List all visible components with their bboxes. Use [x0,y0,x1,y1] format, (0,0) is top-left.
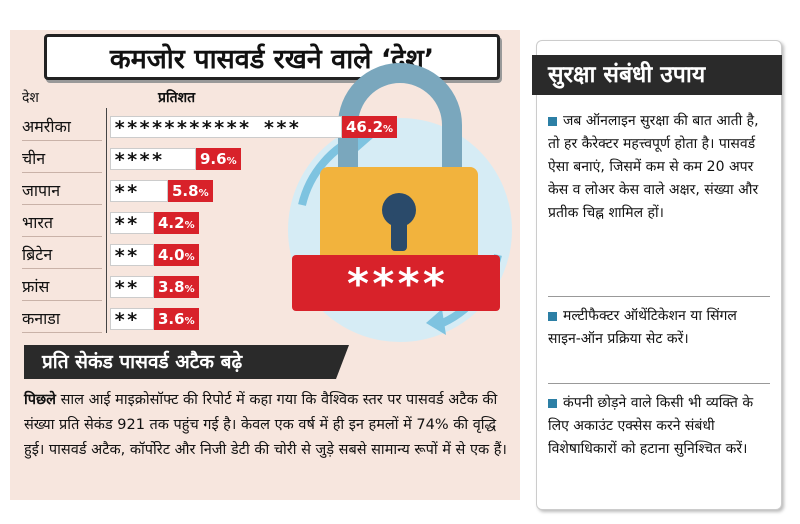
percent-badge: 3.8% [154,276,199,298]
country-name: भारत [22,210,102,237]
percent-value: 5.8 [172,182,199,200]
percent-badge: 46.2% [342,116,398,138]
percent-badge: 4.0% [154,244,199,266]
country-name: अमरीका [22,114,102,141]
percent-unit: % [184,220,195,231]
percent-value: 4.0 [158,246,185,264]
security-tip-1: जब ऑनलाइन सुरक्षा की बात आती है, तो हर क… [548,113,759,221]
square-bullet-icon [548,311,557,321]
padlock-icon: **** [288,63,512,342]
tip-divider [548,296,770,297]
column-header-country: देश [22,90,39,106]
table-row: कनाडा ** 3.6% [22,306,512,334]
password-stars-bar: ** [110,212,154,234]
percent-unit: % [184,252,195,263]
password-stars-bar: **** [110,148,196,170]
column-header-percent: प्रतिशत [158,90,196,106]
table-row: अमरीका *********** *** 46.2% [22,114,512,142]
security-tip-3: कंपनी छोड़ने वाले किसी भी व्यक्ति के लिए… [548,395,754,457]
country-name: फ्रांस [22,274,102,301]
percent-value: 46.2 [346,118,384,136]
percent-value: 3.8 [158,278,185,296]
percent-badge: 3.6% [154,308,199,330]
table-divider [106,108,107,333]
attack-heading: प्रति सेकंड पासवर्ड अटैक बढ़े [24,345,349,379]
percent-unit: % [226,156,237,167]
table-row: ब्रिटेन ** 4.0% [22,242,512,270]
password-stars-bar: ** [110,308,154,330]
attack-text: साल आई माइक्रोसॉफ्ट की रिपोर्ट में कहा ग… [24,392,507,458]
password-stars-bar: ** [110,180,168,202]
square-bullet-icon [548,398,557,408]
tip-divider [548,383,770,384]
percent-badge: 9.6% [196,148,241,170]
percent-value: 9.6 [200,150,227,168]
password-stars: **** [345,259,446,308]
percent-unit: % [383,124,394,135]
country-name: ब्रिटेन [22,242,102,269]
percent-value: 4.2 [158,214,185,232]
country-name: जापान [22,178,102,205]
table-row: चीन **** 9.6% [22,146,512,174]
security-tip-2: मल्टीफैक्टर ऑथेंटिकेशन या सिंगल साइन-ऑन … [548,308,737,347]
security-panel [536,40,782,510]
password-stars-bar: ** [110,276,154,298]
percent-unit: % [198,188,209,199]
padlock-illustration: **** [262,55,524,345]
square-bullet-icon [548,116,557,126]
attack-lead: पिछले [24,392,56,408]
password-stars-bar: *********** *** [110,116,342,138]
password-stars-bar: ** [110,244,154,266]
security-heading: सुरक्षा संबंधी उपाय [532,55,782,95]
percent-unit: % [184,316,195,327]
percent-badge: 5.8% [168,180,213,202]
table-row: भारत ** 4.2% [22,210,512,238]
percent-unit: % [184,284,195,295]
percent-badge: 4.2% [154,212,199,234]
percent-value: 3.6 [158,310,185,328]
table-row: फ्रांस ** 3.8% [22,274,512,302]
table-row: जापान ** 5.8% [22,178,512,206]
attack-paragraph: पिछले साल आई माइक्रोसॉफ्ट की रिपोर्ट में… [24,388,509,463]
country-name: कनाडा [22,306,102,333]
country-name: चीन [22,146,102,173]
